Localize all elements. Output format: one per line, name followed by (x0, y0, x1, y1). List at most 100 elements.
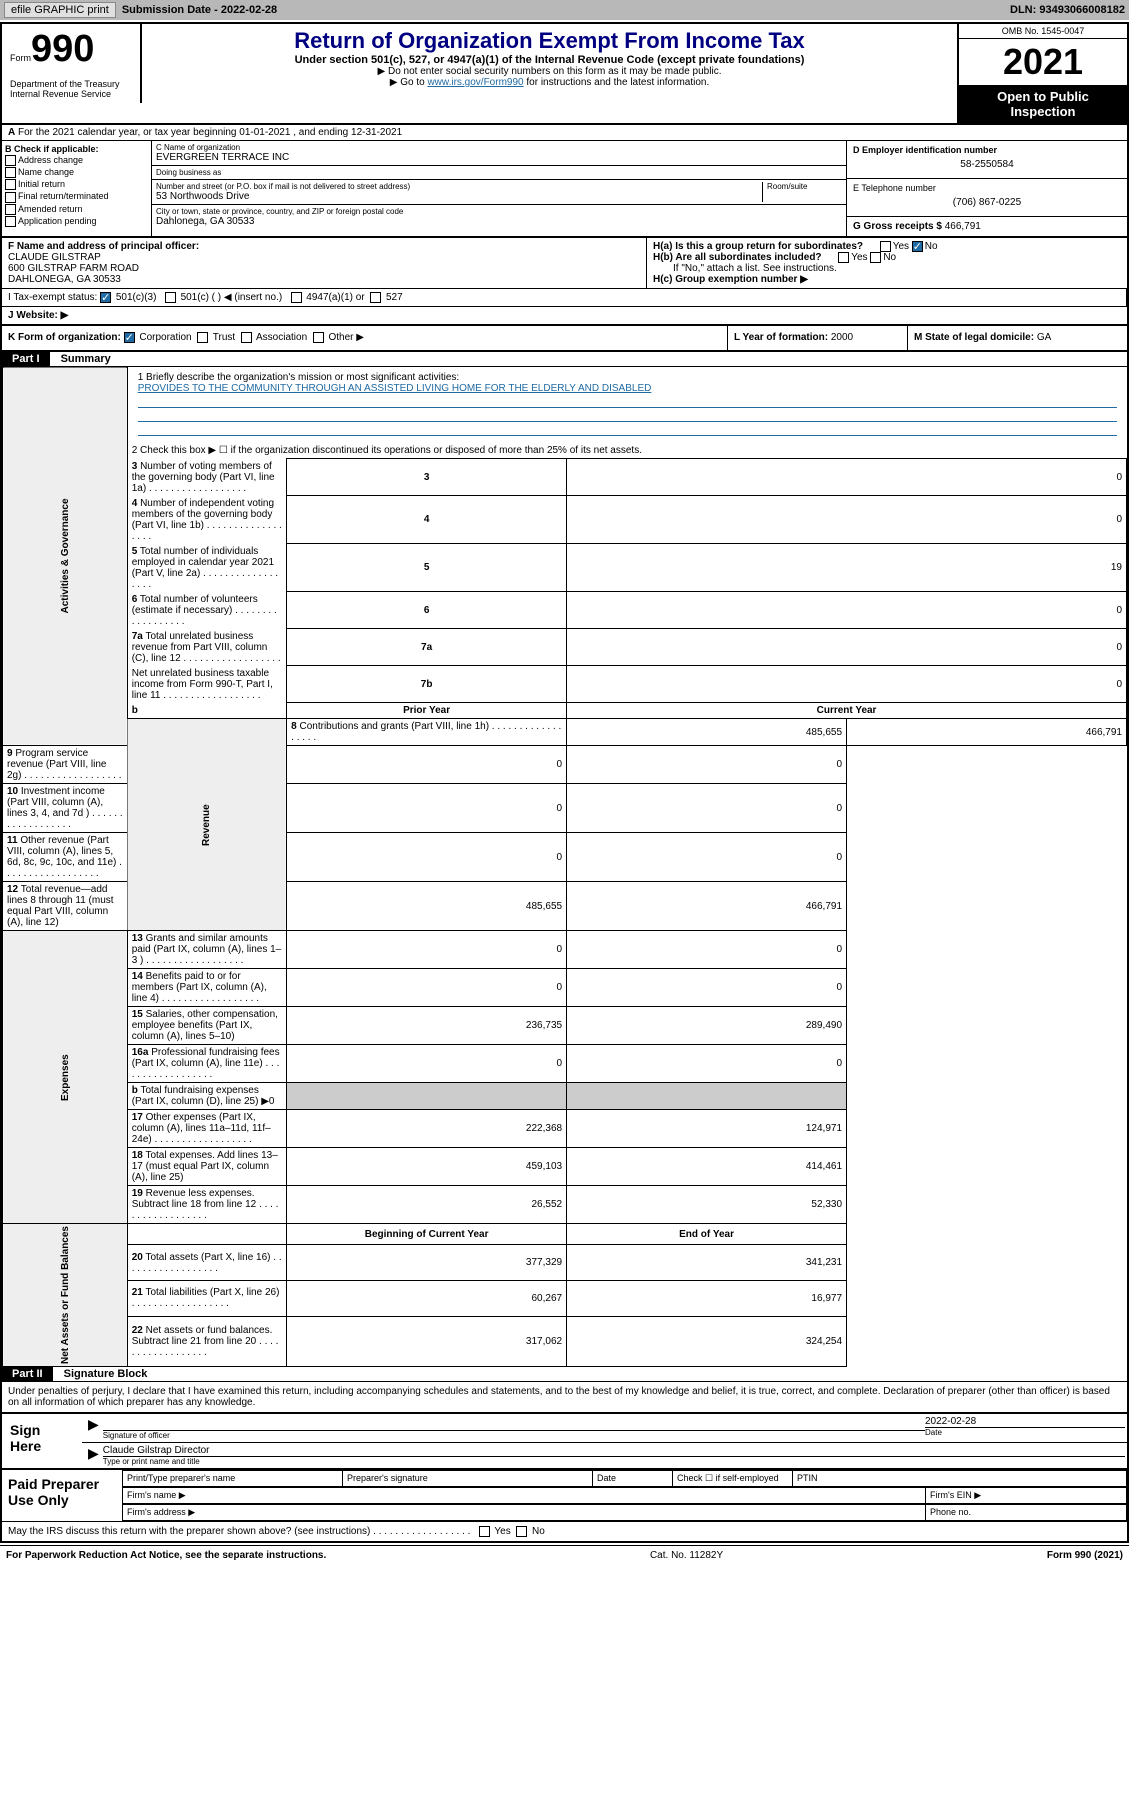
part2-header: Part II Signature Block (2, 1367, 1127, 1382)
chk-association[interactable] (241, 332, 252, 343)
discuss-row: May the IRS discuss this return with the… (2, 1521, 1127, 1541)
ptin-col: PTIN (793, 1471, 1126, 1486)
irs-link[interactable]: www.irs.gov/Form990 (427, 77, 523, 88)
col-d-contact: D Employer identification number 58-2550… (847, 141, 1127, 236)
chk-initial-return[interactable]: Initial return (5, 179, 148, 190)
firm-addr-row: Firm's address ▶ (123, 1505, 926, 1520)
signature-block: Under penalties of perjury, I declare th… (2, 1382, 1127, 1541)
discuss-no[interactable] (516, 1526, 527, 1537)
dln: DLN: 93493066008182 (1010, 4, 1125, 16)
meta-grid: B Check if applicable: Address change Na… (2, 141, 1127, 238)
year-formation: 2000 (831, 332, 853, 343)
dept-label: Department of the Treasury (10, 79, 120, 89)
group-return-box: H(a) Is this a group return for subordin… (647, 238, 1127, 288)
prep-se-col: Check ☐ if self-employed (673, 1471, 793, 1486)
officer-name-title: Claude Gilstrap Director (103, 1445, 1125, 1456)
side-activities: Activities & Governance (3, 367, 128, 746)
officer-info: F Name and address of principal officer:… (2, 238, 647, 288)
chk-other[interactable] (313, 332, 324, 343)
gross-row: G Gross receipts $ 466,791 (847, 217, 1127, 236)
row-f-officer: F Name and address of principal officer:… (2, 238, 1127, 289)
row-a-tax-year: A For the 2021 calendar year, or tax yea… (2, 125, 1127, 141)
chk-corporation[interactable] (124, 332, 135, 343)
hb-no[interactable]: No (883, 252, 896, 263)
paperwork-notice: For Paperwork Reduction Act Notice, see … (6, 1550, 326, 1561)
page-footer: For Paperwork Reduction Act Notice, see … (0, 1545, 1129, 1565)
hb-yes[interactable]: Yes (851, 252, 867, 263)
org-name: EVERGREEN TERRACE INC (156, 152, 842, 163)
officer-name: CLAUDE GILSTRAP (8, 252, 101, 263)
sign-here-label: Sign Here (2, 1414, 82, 1468)
chk-amended-return[interactable]: Amended return (5, 204, 148, 215)
chk-4947[interactable] (291, 292, 302, 303)
hc-label: H(c) Group exemption number ▶ (653, 274, 808, 285)
row-i-tax-status: I Tax-exempt status: 501(c)(3) 501(c) ( … (2, 289, 1127, 306)
arrow-icon: ▶ (84, 1416, 103, 1440)
telephone-value: (706) 867-0225 (853, 193, 1121, 212)
efile-print-button[interactable]: efile GRAPHIC print (4, 2, 116, 18)
mission-text: PROVIDES TO THE COMMUNITY THROUGH AN ASS… (138, 383, 1117, 394)
chk-name-change[interactable]: Name change (5, 167, 148, 178)
chk-address-change[interactable]: Address change (5, 155, 148, 166)
ha-yes[interactable]: Yes (893, 241, 909, 252)
ein-value: 58-2550584 (853, 155, 1121, 174)
sig-date-value: 2022-02-28 (925, 1416, 1125, 1427)
form-header: Form990 Department of the Treasury Inter… (2, 24, 1127, 125)
city-state-zip: Dahlonega, GA 30533 (156, 216, 842, 227)
chk-application-pending[interactable]: Application pending (5, 216, 148, 227)
form-label: Form (10, 53, 31, 63)
sig-officer-line: Signature of officer (103, 1430, 925, 1440)
col-b-header: B Check if applicable: (5, 144, 148, 154)
chk-final-return[interactable]: Final return/terminated (5, 191, 148, 202)
summary-table: Activities & Governance 1 Briefly descri… (2, 367, 1127, 1368)
col-c-org-info: C Name of organization EVERGREEN TERRACE… (152, 141, 847, 236)
side-revenue: Revenue (127, 719, 286, 931)
perjury-declaration: Under penalties of perjury, I declare th… (2, 1382, 1127, 1412)
gross-receipts-value: 466,791 (945, 221, 981, 232)
ha-no[interactable]: No (925, 241, 938, 252)
row-k-org-form: K Form of organization: Corporation Trus… (2, 324, 1127, 351)
chk-trust[interactable] (197, 332, 208, 343)
dba-row: Doing business as (152, 166, 846, 180)
chk-527[interactable] (370, 292, 381, 303)
form-number: 990 (31, 28, 94, 70)
omb-number: OMB No. 1545-0047 (959, 24, 1127, 39)
part1-header: Part I Summary (2, 352, 1127, 367)
ein-row: D Employer identification number 58-2550… (847, 141, 1127, 179)
firm-name-row: Firm's name ▶ (123, 1488, 926, 1503)
chk-501c[interactable] (165, 292, 176, 303)
firm-ein-row: Firm's EIN ▶ (926, 1488, 1126, 1503)
form-note-ssn: ▶ Do not enter social security numbers o… (146, 66, 953, 77)
street-address: 53 Northwoods Drive (156, 191, 762, 202)
tel-row: E Telephone number (706) 867-0225 (847, 179, 1127, 217)
phone-row: Phone no. (926, 1505, 1126, 1520)
city-row: City or town, state or province, country… (152, 205, 846, 229)
chk-501c3[interactable] (100, 292, 111, 303)
form-title: Return of Organization Exempt From Incom… (146, 28, 953, 54)
year-box: OMB No. 1545-0047 2021 Open to Public In… (957, 24, 1127, 123)
cat-number: Cat. No. 11282Y (326, 1550, 1047, 1561)
paid-preparer-label: Paid Preparer Use Only (2, 1470, 122, 1521)
officer-addr1: 600 GILSTRAP FARM ROAD (8, 263, 139, 274)
open-public-badge: Open to Public Inspection (959, 85, 1127, 123)
arrow-icon: ▶ (84, 1445, 103, 1466)
officer-addr2: DAHLONEGA, GA 30533 (8, 274, 121, 285)
row-j-website: J Website: ▶ (2, 307, 1127, 324)
top-bar: efile GRAPHIC print Submission Date - 20… (0, 0, 1129, 20)
line-2-checkbox: 2 Check this box ▶ ☐ if the organization… (127, 443, 1126, 459)
org-name-row: C Name of organization EVERGREEN TERRACE… (152, 141, 846, 166)
discuss-yes[interactable] (479, 1526, 490, 1537)
form-ref: Form 990 (2021) (1047, 1550, 1123, 1561)
title-box: Return of Organization Exempt From Incom… (142, 24, 957, 123)
col-b-checkboxes: B Check if applicable: Address change Na… (2, 141, 152, 236)
side-expenses: Expenses (3, 931, 128, 1224)
dept-box: Department of the Treasury Internal Reve… (2, 75, 142, 103)
tax-year: 2021 (959, 39, 1127, 85)
form-note-link: ▶ Go to www.irs.gov/Form990 for instruct… (146, 77, 953, 88)
submission-date: Submission Date - 2022-02-28 (122, 4, 277, 16)
form-id-box: Form990 (2, 24, 142, 75)
prep-name-col: Print/Type preparer's name (123, 1471, 343, 1486)
form-subtitle: Under section 501(c), 527, or 4947(a)(1)… (146, 54, 953, 66)
prep-sig-col: Preparer's signature (343, 1471, 593, 1486)
state-domicile: GA (1037, 332, 1051, 343)
